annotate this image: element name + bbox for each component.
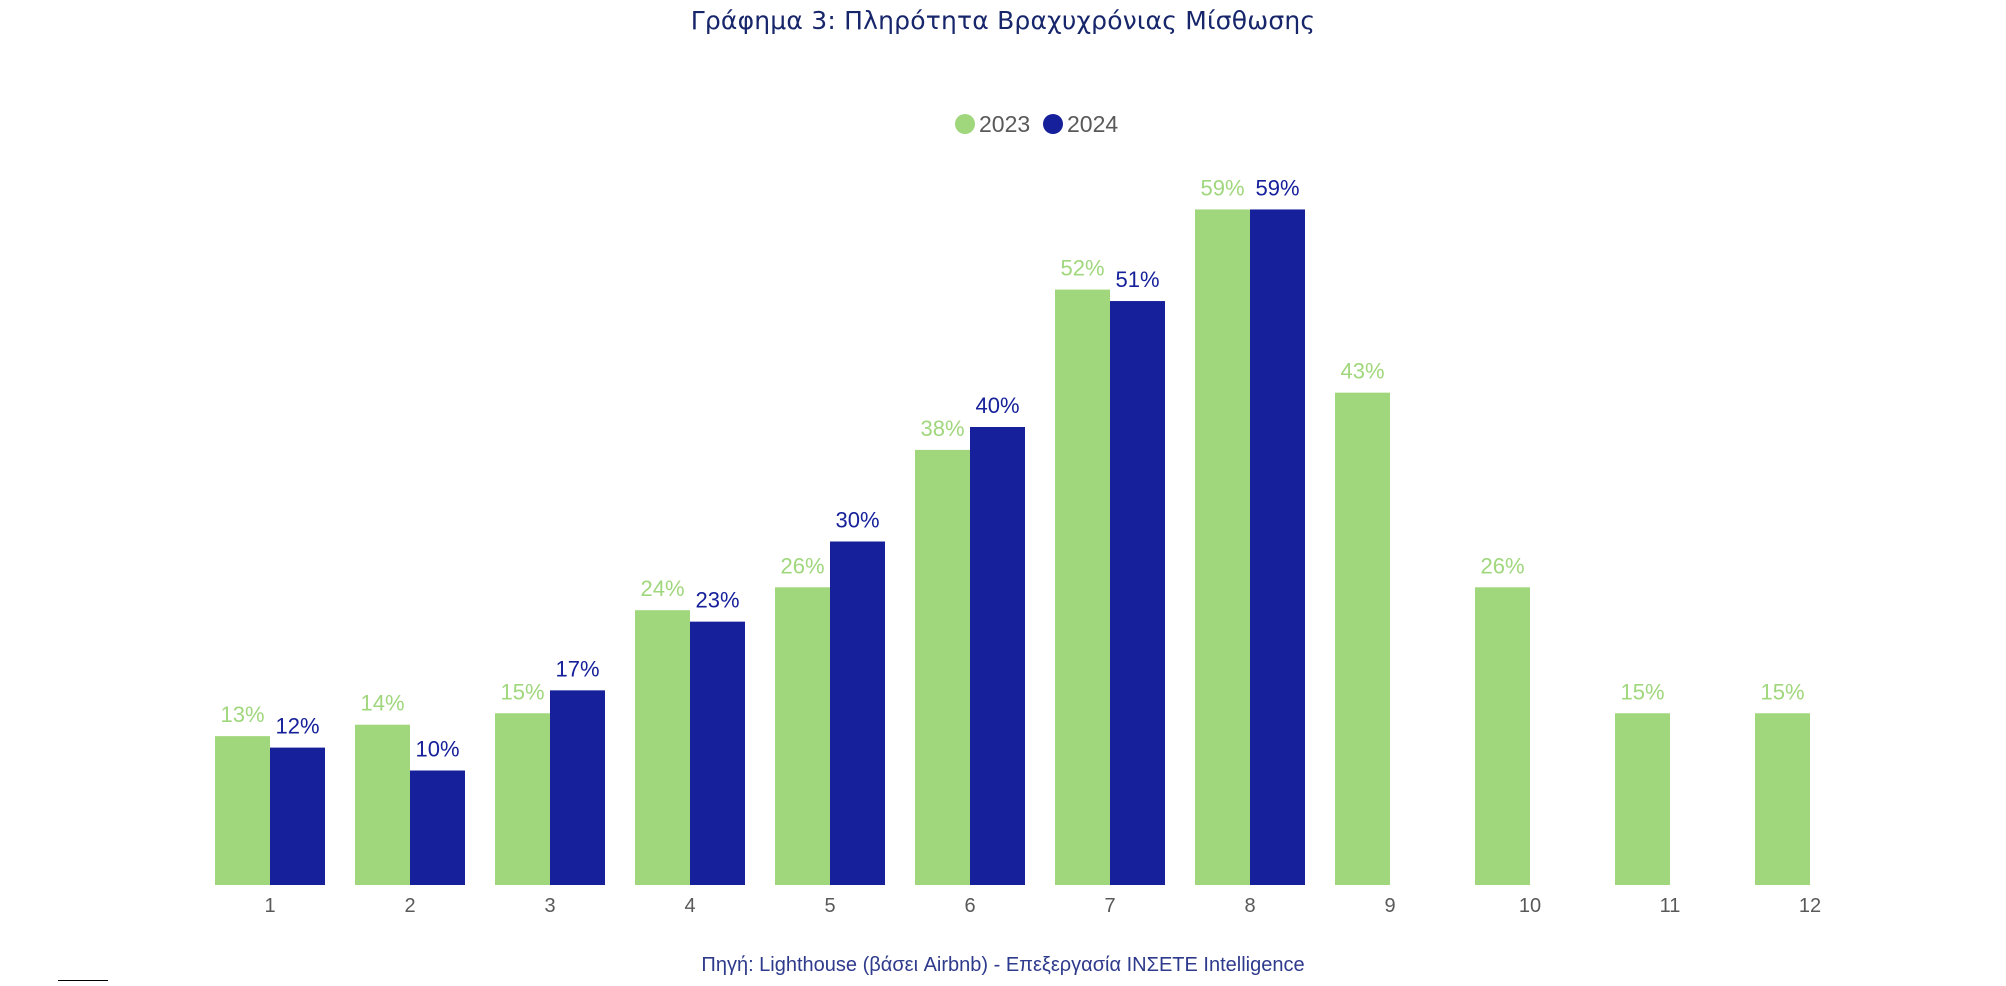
- legend-marker-2024: [1043, 114, 1063, 134]
- bar-2023-11: [1615, 713, 1670, 885]
- data-label-2024-8: 59%: [1255, 175, 1299, 200]
- x-tick-label-7: 7: [1104, 895, 1115, 917]
- data-label-2023-8: 59%: [1200, 175, 1244, 200]
- bar-2024-3: [550, 690, 605, 885]
- data-label-2023-3: 15%: [500, 679, 544, 704]
- x-tick-label-11: 11: [1660, 895, 1681, 917]
- x-tick-label-5: 5: [824, 895, 835, 917]
- bar-2023-2: [355, 724, 410, 885]
- x-axis-ticks: 1 2 3 4 5 6 7 8 9 10 11 12: [264, 895, 1821, 917]
- footnote-divider: [58, 980, 108, 981]
- bar-2024-6: [970, 427, 1025, 885]
- x-tick-label-8: 8: [1244, 895, 1255, 917]
- bar-2024-8: [1250, 209, 1305, 885]
- data-label-2023-10: 26%: [1480, 553, 1524, 578]
- source-note: Πηγή: Lighthouse (βάσει Airbnb) - Επεξερ…: [701, 954, 1305, 976]
- data-label-2023-12: 15%: [1760, 679, 1804, 704]
- bar-2023-12: [1755, 713, 1810, 885]
- data-label-2024-4: 23%: [695, 588, 739, 613]
- bar-2023-5: [775, 587, 830, 885]
- bar-2023-1: [215, 736, 270, 885]
- data-label-2023-11: 15%: [1620, 679, 1664, 704]
- bar-2023-10: [1475, 587, 1530, 885]
- data-label-2024-6: 40%: [975, 393, 1019, 418]
- x-tick-label-3: 3: [544, 895, 555, 917]
- data-label-2023-7: 52%: [1060, 256, 1104, 281]
- data-labels: 13% 12% 14% 10% 15% 17% 24% 23% 26% 30% 38% 40% 52% 5…: [220, 175, 1804, 761]
- data-label-2023-9: 43%: [1340, 359, 1384, 384]
- bar-2024-4: [690, 621, 745, 885]
- bar-2024-5: [830, 541, 885, 885]
- data-label-2024-7: 51%: [1115, 267, 1159, 292]
- data-label-2023-6: 38%: [920, 416, 964, 441]
- legend-marker-2023: [955, 114, 975, 134]
- data-label-2024-2: 10%: [415, 737, 459, 762]
- legend: 2023 2024: [955, 111, 1118, 137]
- bar-2024-2: [410, 770, 465, 885]
- bar-2023-8: [1195, 209, 1250, 885]
- x-tick-label-4: 4: [684, 895, 695, 917]
- data-label-2023-1: 13%: [220, 702, 264, 727]
- x-tick-label-2: 2: [404, 895, 415, 917]
- chart-title: Γράφημα 3: Πληρότητα Βραχυχρόνιας Μίσθωσ…: [690, 6, 1316, 35]
- legend-label-2024: 2024: [1067, 111, 1118, 137]
- data-label-2024-5: 30%: [835, 508, 879, 533]
- x-tick-label-9: 9: [1384, 895, 1395, 917]
- x-tick-label-6: 6: [964, 895, 975, 917]
- bar-2023-6: [915, 449, 970, 885]
- bar-2023-7: [1055, 289, 1110, 886]
- x-tick-label-1: 1: [264, 895, 275, 917]
- bar-2024-7: [1110, 301, 1165, 885]
- data-label-2023-2: 14%: [360, 691, 404, 716]
- data-label-2023-4: 24%: [640, 576, 684, 601]
- bar-2023-3: [495, 713, 550, 885]
- x-tick-label-10: 10: [1519, 895, 1541, 917]
- x-tick-label-12: 12: [1799, 895, 1821, 917]
- data-label-2024-1: 12%: [275, 714, 319, 739]
- data-label-2023-5: 26%: [780, 553, 824, 578]
- legend-label-2023: 2023: [979, 111, 1030, 137]
- bar-2023-4: [635, 610, 690, 885]
- bars: [215, 209, 1810, 886]
- bar-2023-9: [1335, 392, 1390, 885]
- data-label-2024-3: 17%: [555, 656, 599, 681]
- bar-2024-1: [270, 747, 325, 885]
